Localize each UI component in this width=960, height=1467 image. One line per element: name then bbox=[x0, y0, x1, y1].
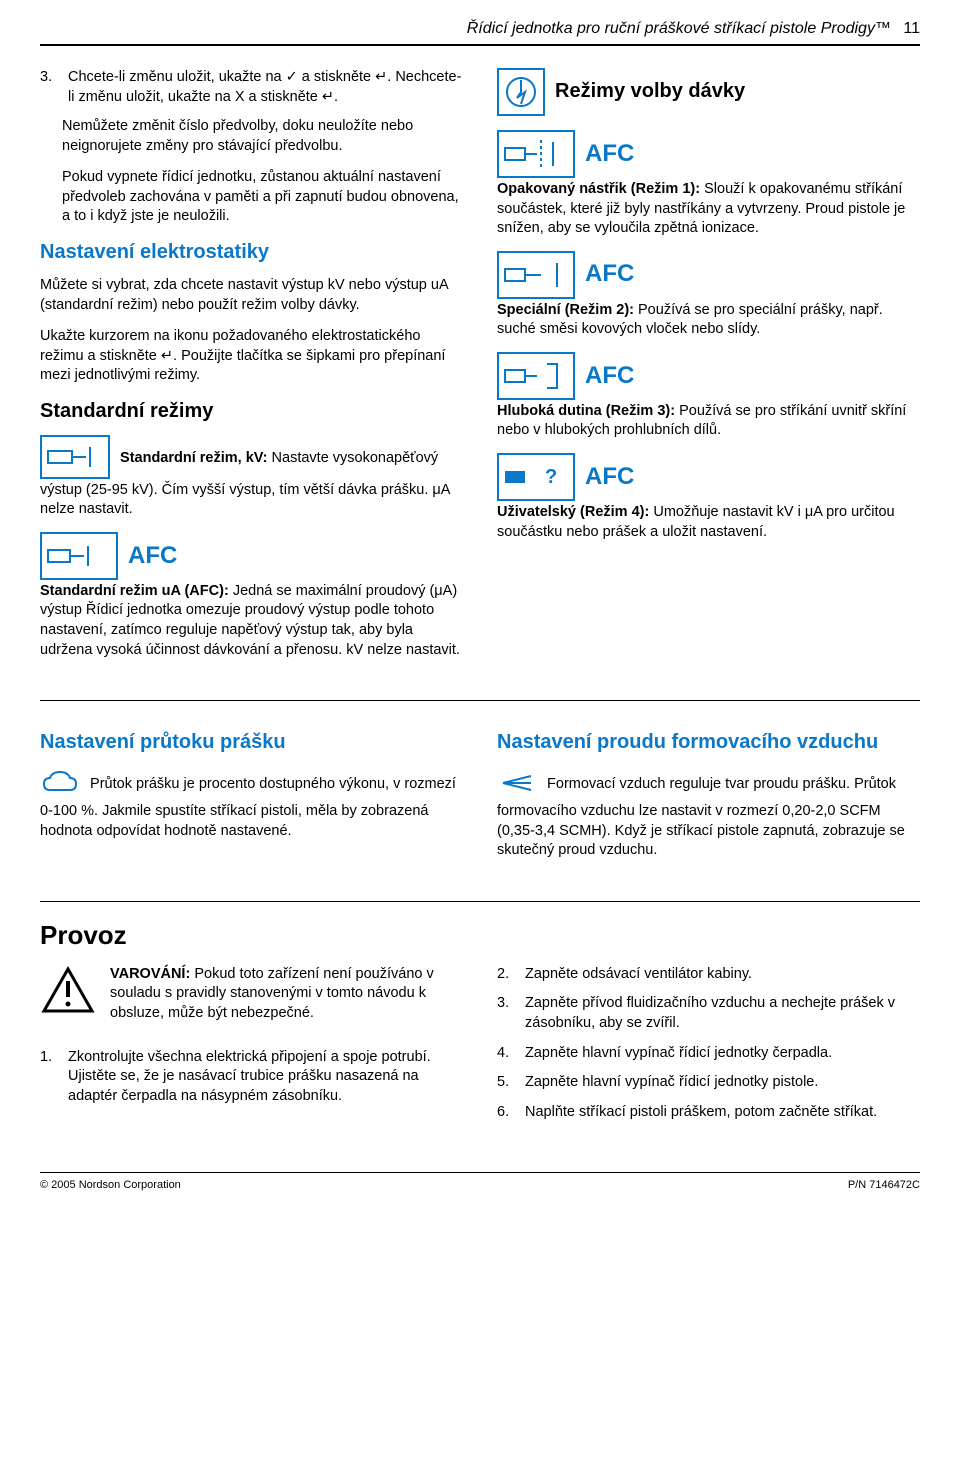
mode4-icon: ? AFC bbox=[497, 453, 634, 501]
step-text: Zapněte hlavní vypínač řídicí jednotky č… bbox=[525, 1044, 832, 1064]
step-text: Zapněte hlavní vypínač řídicí jednotky p… bbox=[525, 1073, 818, 1093]
heading-powder-flow: Nastavení průtoku prášku bbox=[40, 729, 463, 756]
heading-dose-modes: Režimy volby dávky bbox=[555, 80, 745, 102]
std-mode-ua: AFC Standardní režim uA (AFC): Jedná se … bbox=[40, 532, 463, 660]
air-flow-section: Nastavení proudu formovacího vzduchu For… bbox=[497, 719, 920, 873]
step-number: 3. bbox=[40, 68, 58, 107]
page-number: 11 bbox=[903, 20, 920, 37]
note-poweroff: Pokud vypnete řídicí jednotku, zůstanou … bbox=[62, 168, 463, 227]
mode2-icon: AFC bbox=[497, 251, 634, 299]
powder-flow-section: Nastavení průtoku prášku Průtok prášku j… bbox=[40, 719, 463, 873]
electro-cursor: Ukažte kurzorem na ikonu požadovaného el… bbox=[40, 327, 463, 386]
powder-flow-body: Průtok prášku je procento dostupného výk… bbox=[40, 776, 456, 839]
provoz-step-3: 3. Zapněte přívod fluidizačního vzduchu … bbox=[497, 994, 920, 1033]
std-ua-icon: AFC bbox=[40, 532, 177, 580]
step-num: 6. bbox=[497, 1103, 515, 1123]
step-num: 5. bbox=[497, 1073, 515, 1093]
mode-1: AFC Opakovaný nástřik (Režim 1): Slouží … bbox=[497, 130, 920, 239]
warning-text: VAROVÁNÍ: Pokud toto zařízení není použí… bbox=[110, 965, 463, 1024]
warning-label: VAROVÁNÍ: bbox=[110, 966, 190, 982]
provoz-left: VAROVÁNÍ: Pokud toto zařízení není použí… bbox=[40, 965, 463, 1132]
afc-label-1: AFC bbox=[585, 138, 634, 170]
provoz-right: 2. Zapněte odsávací ventilátor kabiny. 3… bbox=[497, 965, 920, 1132]
header-rule bbox=[40, 44, 920, 46]
mode-4: ? AFC Uživatelský (Režim 4): Umožňuje na… bbox=[497, 453, 920, 542]
heading-electrostatics: Nastavení elektrostatiky bbox=[40, 239, 463, 266]
provoz-step-6: 6. Naplňte stříkací pistoli práškem, pot… bbox=[497, 1103, 920, 1123]
left-column: 3. Chcete-li změnu uložit, ukažte na ✓ a… bbox=[40, 68, 463, 672]
std-kv-icon bbox=[40, 435, 110, 479]
std-kv-label: Standardní režim, kV: bbox=[120, 450, 267, 466]
page-footer: © 2005 Nordson Corporation P/N 7146472C bbox=[40, 1172, 920, 1191]
provoz-step-1: 1. Zkontrolujte všechna elektrická připo… bbox=[40, 1048, 463, 1107]
footer-copyright: © 2005 Nordson Corporation bbox=[40, 1179, 181, 1191]
mode1-icon: AFC bbox=[497, 130, 634, 178]
powder-flow-text: Průtok prášku je procento dostupného výk… bbox=[40, 766, 463, 841]
page-header: Řídicí jednotka pro ruční práškové střík… bbox=[40, 20, 920, 44]
mode4-label: Uživatelský (Režim 4): bbox=[497, 504, 649, 520]
step-text: Naplňte stříkací pistoli práškem, potom … bbox=[525, 1103, 877, 1123]
air-icon bbox=[497, 766, 537, 800]
heading-air-flow: Nastavení proudu formovacího vzduchu bbox=[497, 729, 920, 756]
section-rule-1 bbox=[40, 700, 920, 701]
step-num: 2. bbox=[497, 965, 515, 985]
step-num: 3. bbox=[497, 994, 515, 1033]
warning-block: VAROVÁNÍ: Pokud toto zařízení není použí… bbox=[40, 965, 463, 1036]
step-text: Zapněte odsávací ventilátor kabiny. bbox=[525, 965, 752, 985]
footer-partnum: P/N 7146472C bbox=[848, 1179, 920, 1191]
mode-3: AFC Hluboká dutina (Režim 3): Používá se… bbox=[497, 352, 920, 441]
air-flow-body: Formovací vzduch reguluje tvar proudu pr… bbox=[497, 776, 905, 858]
section-rule-2 bbox=[40, 901, 920, 902]
right-column: Režimy volby dávky AFC Opakovaný nástřik… bbox=[497, 68, 920, 672]
provoz-step-5: 5. Zapněte hlavní vypínač řídicí jednotk… bbox=[497, 1073, 920, 1093]
mode-2: AFC Speciální (Režim 2): Používá se pro … bbox=[497, 251, 920, 340]
electro-desc: Můžete si vybrat, zda chcete nastavit vý… bbox=[40, 276, 463, 315]
provoz-step-2: 2. Zapněte odsávací ventilátor kabiny. bbox=[497, 965, 920, 985]
afc-label-3: AFC bbox=[585, 360, 634, 392]
cloud-icon bbox=[40, 766, 80, 800]
afc-label-2: AFC bbox=[585, 258, 634, 290]
dose-heading-row: Režimy volby dávky bbox=[497, 68, 920, 118]
air-flow-text: Formovací vzduch reguluje tvar proudu pr… bbox=[497, 766, 920, 861]
doc-title: Řídicí jednotka pro ruční práškové střík… bbox=[467, 20, 891, 37]
provoz-step-4: 4. Zapněte hlavní vypínač řídicí jednotk… bbox=[497, 1044, 920, 1064]
heading-standard-modes: Standardní režimy bbox=[40, 398, 463, 425]
mode2-label: Speciální (Režim 2): bbox=[497, 302, 634, 318]
afc-label-4: AFC bbox=[585, 461, 634, 493]
step-text: Zapněte přívod fluidizačního vzduchu a n… bbox=[525, 994, 920, 1033]
std-ua-label: Standardní režim uA (AFC): bbox=[40, 583, 229, 599]
heading-provoz: Provoz bbox=[40, 920, 920, 951]
step-text: Zkontrolujte všechna elektrická připojen… bbox=[68, 1048, 463, 1107]
std-mode-kv: Standardní režim, kV: Nastavte vysokonap… bbox=[40, 435, 463, 520]
step-num: 4. bbox=[497, 1044, 515, 1064]
svg-text:?: ? bbox=[545, 466, 557, 488]
note-presets: Nemůžete změnit číslo předvolby, doku ne… bbox=[62, 117, 463, 156]
mode1-label: Opakovaný nástřik (Režim 1): bbox=[497, 181, 700, 197]
afc-label: AFC bbox=[128, 540, 177, 572]
dose-main-icon bbox=[497, 68, 545, 116]
step-text: Chcete-li změnu uložit, ukažte na ✓ a st… bbox=[68, 68, 463, 107]
warning-icon bbox=[40, 965, 96, 1015]
step-num: 1. bbox=[40, 1048, 58, 1107]
mode3-icon: AFC bbox=[497, 352, 634, 400]
mode3-label: Hluboká dutina (Režim 3): bbox=[497, 403, 675, 419]
